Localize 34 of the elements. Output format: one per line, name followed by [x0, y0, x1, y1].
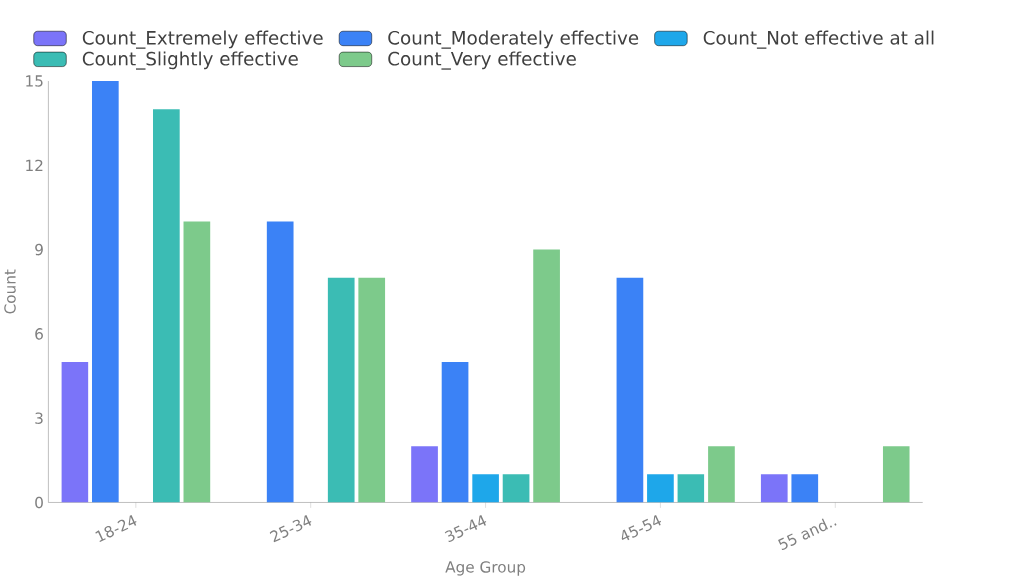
bar — [647, 474, 674, 503]
bar — [441, 362, 469, 503]
legend-label: Count_Slightly effective — [82, 51, 298, 70]
y-tick-label: 15 — [26, 75, 43, 87]
legend-label: Count_Moderately effective — [388, 30, 639, 49]
y-tick-label: 12 — [26, 159, 43, 172]
y-tick-label: 6 — [35, 328, 43, 340]
bar — [791, 474, 819, 503]
x-tick-label: 45-54 — [621, 514, 662, 541]
legend-label: Count_Extremely effective — [82, 30, 323, 49]
bar — [411, 446, 438, 503]
bar — [502, 474, 530, 503]
bar — [616, 277, 644, 503]
bar — [358, 277, 386, 503]
bar — [153, 109, 180, 503]
legend-label: Count_Very effective — [388, 51, 576, 70]
bar — [61, 362, 89, 503]
bar — [472, 474, 499, 503]
y-tick-label: 3 — [35, 412, 43, 424]
bar — [91, 81, 119, 503]
bar — [327, 277, 355, 503]
x-axis-title: Age Group — [445, 561, 526, 576]
bar — [882, 446, 910, 503]
y-tick-label: 0 — [35, 496, 43, 509]
y-tick-label: 9 — [35, 243, 43, 256]
bar — [266, 221, 294, 503]
bar — [183, 221, 211, 503]
bar — [677, 474, 705, 503]
legend-label: Count_Not effective at all — [703, 30, 934, 49]
bar — [708, 446, 735, 503]
bar — [760, 474, 788, 503]
y-axis-title: Count — [4, 269, 16, 314]
x-tick-label: 55 and.. — [778, 518, 837, 551]
bar — [533, 249, 560, 503]
